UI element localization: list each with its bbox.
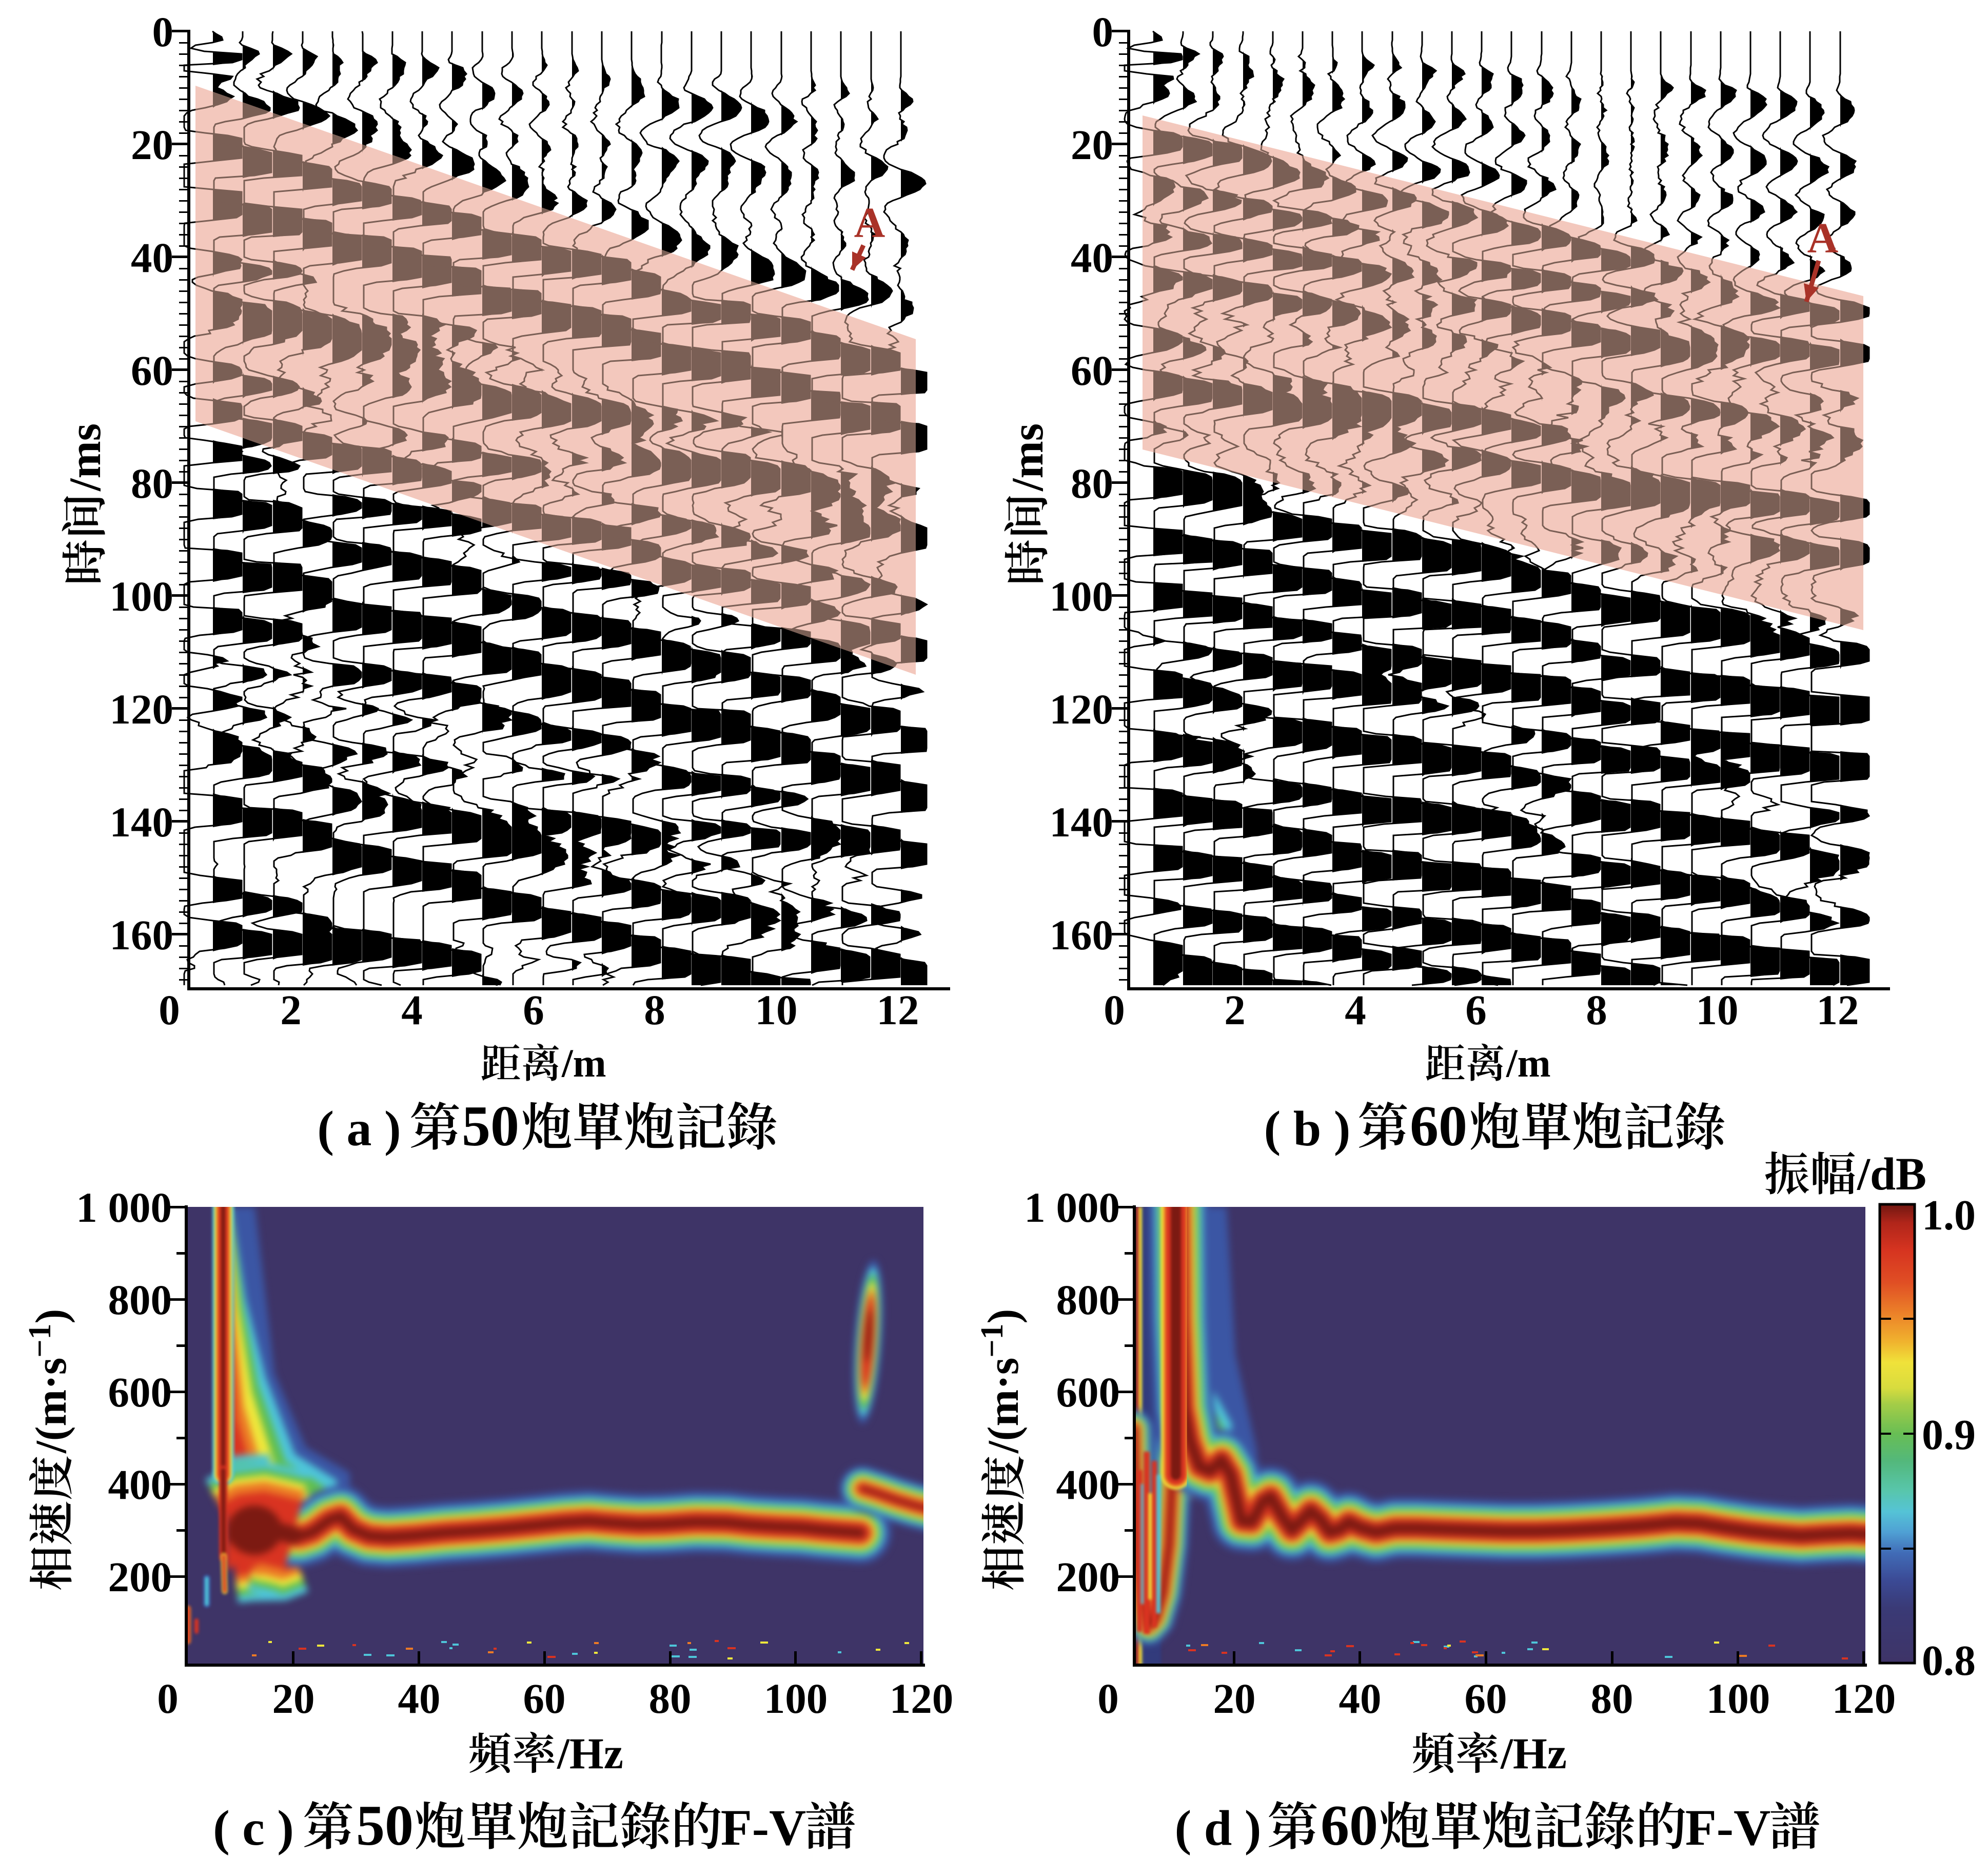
svg-text:120: 120: [110, 686, 174, 733]
svg-text:8: 8: [1586, 986, 1607, 1033]
svg-text:4: 4: [1345, 986, 1366, 1033]
svg-text:0: 0: [1097, 1675, 1119, 1722]
svg-text:60: 60: [1071, 347, 1113, 394]
svg-text:A: A: [1807, 214, 1839, 262]
svg-text:1 000: 1 000: [76, 1184, 172, 1231]
svg-text:20: 20: [131, 121, 173, 168]
svg-text:600: 600: [1056, 1369, 1120, 1416]
svg-text:100: 100: [110, 573, 174, 620]
svg-text:0: 0: [1092, 8, 1114, 55]
svg-text:F-V: F-V: [1685, 1799, 1771, 1856]
svg-text:20: 20: [1071, 121, 1113, 168]
svg-text:80: 80: [131, 460, 173, 507]
svg-text:/Hz: /Hz: [557, 1729, 623, 1778]
svg-text:400: 400: [108, 1461, 172, 1508]
svg-text:40: 40: [131, 234, 173, 281]
svg-text:50: 50: [356, 1794, 414, 1856]
svg-text:4: 4: [401, 986, 423, 1033]
svg-text:2: 2: [1224, 986, 1246, 1033]
svg-text:120: 120: [1050, 686, 1114, 733]
svg-text:800: 800: [1056, 1276, 1120, 1323]
svg-text:0.8: 0.8: [1922, 1637, 1976, 1685]
svg-text:100: 100: [764, 1675, 828, 1722]
svg-text:0: 0: [152, 8, 174, 55]
svg-text:12: 12: [877, 986, 919, 1033]
svg-text:80: 80: [649, 1675, 692, 1722]
svg-text:40: 40: [1071, 234, 1113, 281]
svg-text:20: 20: [1213, 1675, 1256, 1722]
svg-text:40: 40: [1339, 1675, 1382, 1722]
svg-text:6: 6: [523, 986, 544, 1033]
svg-text:10: 10: [1696, 986, 1739, 1033]
svg-text:160: 160: [110, 911, 174, 959]
svg-text:100: 100: [1706, 1675, 1770, 1722]
svg-text:( a ): ( a ): [317, 1101, 401, 1157]
svg-text:/ms: /ms: [1003, 423, 1053, 492]
svg-text:/ms: /ms: [61, 423, 110, 492]
svg-text:0.9: 0.9: [1922, 1411, 1976, 1459]
svg-text:80: 80: [1591, 1675, 1633, 1722]
svg-text:1.0: 1.0: [1922, 1191, 1976, 1239]
svg-text:( d ): ( d ): [1175, 1801, 1262, 1856]
svg-text:0: 0: [157, 1675, 179, 1722]
svg-text:( b ): ( b ): [1264, 1101, 1351, 1157]
svg-text:600: 600: [108, 1369, 172, 1416]
svg-text:2: 2: [280, 986, 302, 1033]
svg-text:12: 12: [1817, 986, 1859, 1033]
svg-text:400: 400: [1056, 1461, 1120, 1508]
svg-text:50: 50: [462, 1095, 519, 1158]
svg-text:200: 200: [1056, 1553, 1120, 1600]
svg-text:60: 60: [131, 347, 173, 394]
svg-text:/m: /m: [1506, 1041, 1551, 1085]
svg-text:1 000: 1 000: [1024, 1184, 1120, 1231]
svg-text:60: 60: [1465, 1675, 1507, 1722]
svg-text:8: 8: [644, 986, 665, 1033]
svg-text:0: 0: [159, 986, 180, 1033]
svg-text:60: 60: [523, 1675, 566, 1722]
svg-text:/m: /m: [561, 1041, 606, 1085]
svg-text:( c ): ( c ): [213, 1801, 294, 1856]
svg-text:40: 40: [398, 1675, 441, 1722]
svg-text:800: 800: [108, 1276, 172, 1323]
svg-text:6: 6: [1465, 986, 1487, 1033]
svg-text:20: 20: [272, 1675, 315, 1722]
svg-text:120: 120: [890, 1675, 954, 1722]
svg-text:140: 140: [110, 798, 174, 846]
svg-text:60: 60: [1410, 1095, 1467, 1158]
svg-text:200: 200: [108, 1553, 172, 1600]
svg-text:10: 10: [755, 986, 798, 1033]
svg-text:/dB: /dB: [1857, 1149, 1926, 1200]
svg-text:160: 160: [1050, 911, 1114, 959]
svg-text:120: 120: [1832, 1675, 1896, 1722]
svg-text:60: 60: [1321, 1794, 1378, 1856]
svg-text:100: 100: [1050, 573, 1114, 620]
svg-text:0: 0: [1104, 986, 1125, 1033]
svg-text:A: A: [854, 199, 885, 247]
svg-text:80: 80: [1071, 460, 1113, 507]
svg-text:140: 140: [1050, 798, 1114, 846]
svg-text:F-V: F-V: [721, 1799, 806, 1856]
svg-text:/Hz: /Hz: [1500, 1729, 1567, 1778]
